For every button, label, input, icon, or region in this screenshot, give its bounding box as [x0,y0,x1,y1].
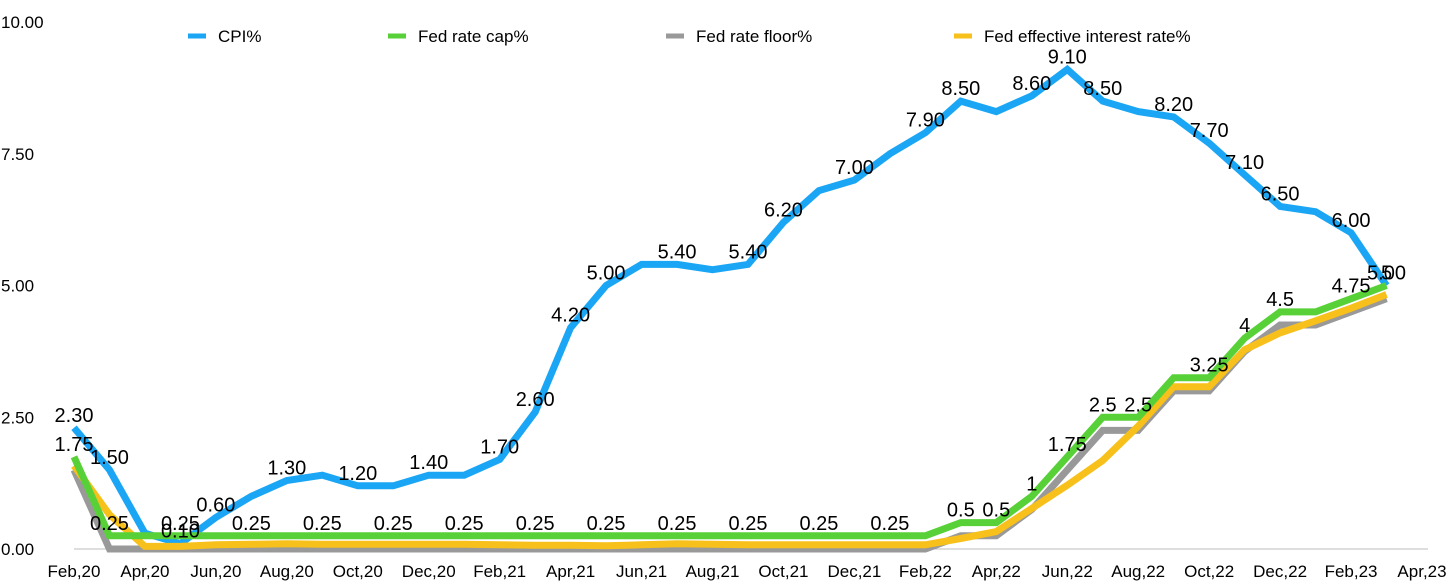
data-label: 1 [1026,473,1037,495]
data-label: 0.25 [870,513,909,535]
x-tick-label: Dec,22 [1253,562,1307,581]
data-label: 2.5 [1124,394,1152,416]
legend-label-fed-rate-cap: Fed rate cap% [418,27,529,46]
data-label: 8.60 [1012,73,1051,95]
data-label: 1.20 [338,463,377,485]
data-label: 0.25 [729,513,768,535]
data-label: 0.60 [196,494,235,516]
y-tick-label: 0.00 [1,540,34,559]
data-label: 7.00 [835,157,874,179]
data-label: 0.25 [232,513,271,535]
data-label: 1.70 [480,436,519,458]
data-label: 4.5 [1266,289,1294,311]
x-tick-label: Dec,21 [827,562,881,581]
data-label: 7.10 [1225,152,1264,174]
x-tick-label: Aug,22 [1111,562,1165,581]
data-label: 8.50 [941,78,980,100]
data-label: 1.75 [55,434,94,456]
data-label: 2.60 [516,389,555,411]
data-label: 0.25 [587,513,626,535]
x-tick-label: Apr,20 [120,562,169,581]
legend-label-fed-effective-interest-rate: Fed effective interest rate% [984,27,1191,46]
x-tick-label: Aug,21 [686,562,740,581]
x-tick-label: Jun,22 [1042,562,1093,581]
data-label: 0.25 [799,513,838,535]
data-label: 4 [1239,315,1250,337]
y-tick-label: 2.50 [1,408,34,427]
data-label: 1.75 [1048,434,1087,456]
axes: 0.00 2.50 5.00 7.50 10.00 Feb,20 Apr,20 Jun,20 A… [1,13,1447,581]
data-label: 6.00 [1332,210,1371,232]
data-label: 8.20 [1154,94,1193,116]
data-label: 9.10 [1048,46,1087,68]
data-label: 7.70 [1190,120,1229,142]
y-tick-label: 5.00 [1,277,34,296]
x-tick-label: Feb,21 [473,562,526,581]
legend: CPI% Fed rate cap% Fed rate floor% Fed effe… [188,27,1191,46]
data-label: 0.25 [374,513,413,535]
data-label: 1.50 [90,447,129,469]
data-label: 0.5 [947,500,975,522]
data-labels: 2.30 1.50 0.10 0.60 1.30 1.20 1.40 1.70 2.60 4.20… [55,46,1406,542]
data-label: 1.40 [409,452,448,474]
data-label: 0.10 [161,521,200,543]
series-line-fed-rate-cap [70,282,1388,540]
data-label: 0.25 [303,513,342,535]
data-label: 0.25 [445,513,484,535]
x-tick-label: Apr,21 [546,562,595,581]
data-label: 1.30 [267,457,306,479]
x-tick-label: Oct,20 [333,562,383,581]
series-lines [70,64,1390,553]
series-line-fed-effective-interest-rate [71,291,1388,550]
data-label: 6.20 [764,199,803,221]
data-label: 2.5 [1089,394,1117,416]
x-tick-label: Feb,22 [899,562,952,581]
data-label: 0.25 [658,513,697,535]
legend-label-fed-rate-floor: Fed rate floor% [696,27,812,46]
data-label: 0.5 [982,500,1010,522]
x-tick-label: Feb,20 [48,562,101,581]
x-tick-label: Jun,21 [616,562,667,581]
x-tick-label: Apr,22 [972,562,1021,581]
x-tick-label: Aug,20 [260,562,314,581]
x-tick-label: Dec,20 [402,562,456,581]
data-label: 5.00 [587,263,626,285]
series-line-cpi [71,64,1390,548]
y-tick-label: 10.00 [1,13,44,32]
data-label: 4.20 [551,305,590,327]
data-label: 3.25 [1190,355,1229,377]
x-tick-label: Oct,21 [758,562,808,581]
data-label: 0.25 [90,513,129,535]
x-tick-label: Oct,22 [1184,562,1234,581]
data-label: 0.25 [516,513,555,535]
x-tick-label: Jun,20 [190,562,241,581]
data-label: 6.50 [1261,183,1300,205]
series-line-fed-rate-floor [70,295,1388,553]
y-tick-label: 7.50 [1,145,34,164]
x-tick-label: Feb,23 [1325,562,1378,581]
data-label: 5 [1381,263,1392,285]
data-label: 2.30 [55,405,94,427]
data-label: 5.40 [658,241,697,263]
x-tick-label: Apr,23 [1397,562,1446,581]
data-label: 7.90 [906,110,945,132]
data-label: 5.00 [1367,263,1406,285]
data-label: 5.40 [729,241,768,263]
legend-label-cpi: CPI% [218,27,261,46]
data-label: 8.50 [1083,78,1122,100]
data-label: 4.75 [1332,276,1371,298]
data-label: 0.25 [161,513,200,535]
